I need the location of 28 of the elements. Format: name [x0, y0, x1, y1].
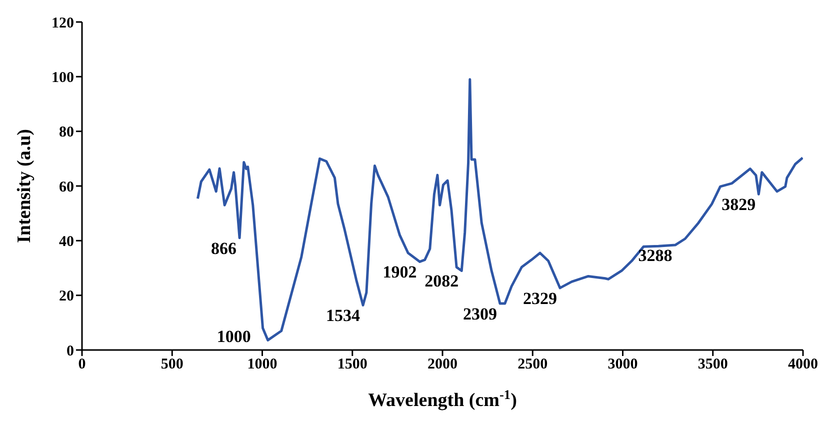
x-axis-title: Wavelength (cm$^{-1}$): [368, 386, 517, 411]
annotation: 866: [211, 238, 237, 258]
x-tick-label: 1000: [247, 356, 278, 373]
y-axis-title: Intensity (a.u): [14, 128, 35, 244]
x-tick-label: 1500: [337, 356, 368, 373]
x-tick-label: 3500: [698, 356, 728, 373]
y-tick-label: 40: [59, 234, 74, 250]
annotation: 3288: [638, 246, 672, 266]
annotation: 2082: [424, 272, 459, 291]
annotation: 1902: [382, 262, 417, 282]
y-tick-label: 120: [52, 15, 74, 32]
y-tick-label: 20: [59, 288, 74, 305]
y-tick-label: 100: [52, 70, 74, 86]
y-tick-label: 60: [59, 179, 74, 196]
annotation: 1000: [216, 327, 251, 346]
x-tick-label: 4000: [788, 356, 818, 373]
annotation: 3829: [722, 195, 756, 214]
y-tick-label: 80: [59, 124, 74, 141]
x-tick-label: 500: [160, 356, 184, 373]
y-tick-label: 0: [66, 343, 74, 360]
x-tick-label: 3000: [608, 356, 638, 373]
x-tick-label: 2500: [518, 356, 548, 373]
x-tick-label: 0: [78, 356, 86, 373]
x-tick-label: 2000: [428, 356, 458, 373]
annotation: 2309: [463, 304, 497, 324]
annotation: 1534: [326, 306, 361, 326]
line-series: [196, 78, 803, 342]
annotation: 2329: [523, 288, 558, 308]
